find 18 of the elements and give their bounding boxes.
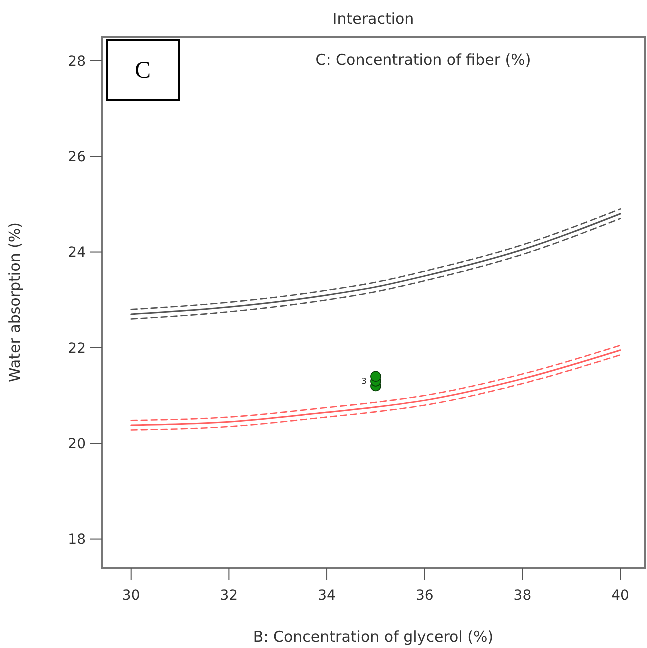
y-tick-label: 24: [68, 245, 86, 262]
y-tick-label: 22: [68, 340, 86, 357]
x-tick-label: 30: [122, 588, 140, 604]
annotation: C: [134, 58, 152, 84]
y-axis-title: Water absorption (%): [6, 222, 24, 382]
y-tick-label: 20: [68, 436, 86, 453]
y-tick-label: 18: [68, 532, 86, 548]
x-tick-label: 40: [612, 588, 630, 604]
text: C: Concentration of fiber (%): [316, 51, 532, 69]
y-tick-label: 26: [68, 149, 86, 166]
y-tick-label: 28: [68, 54, 86, 70]
x-tick-label: 36: [416, 588, 434, 604]
x-tick-label: 32: [220, 588, 238, 604]
annotation: 3: [362, 377, 367, 386]
x-tick-label: 38: [514, 588, 532, 604]
x-tick-label: 34: [318, 588, 336, 604]
chart-title: Interaction: [332, 10, 414, 28]
x-axis-title: B: Concentration of glycerol (%): [253, 628, 494, 646]
